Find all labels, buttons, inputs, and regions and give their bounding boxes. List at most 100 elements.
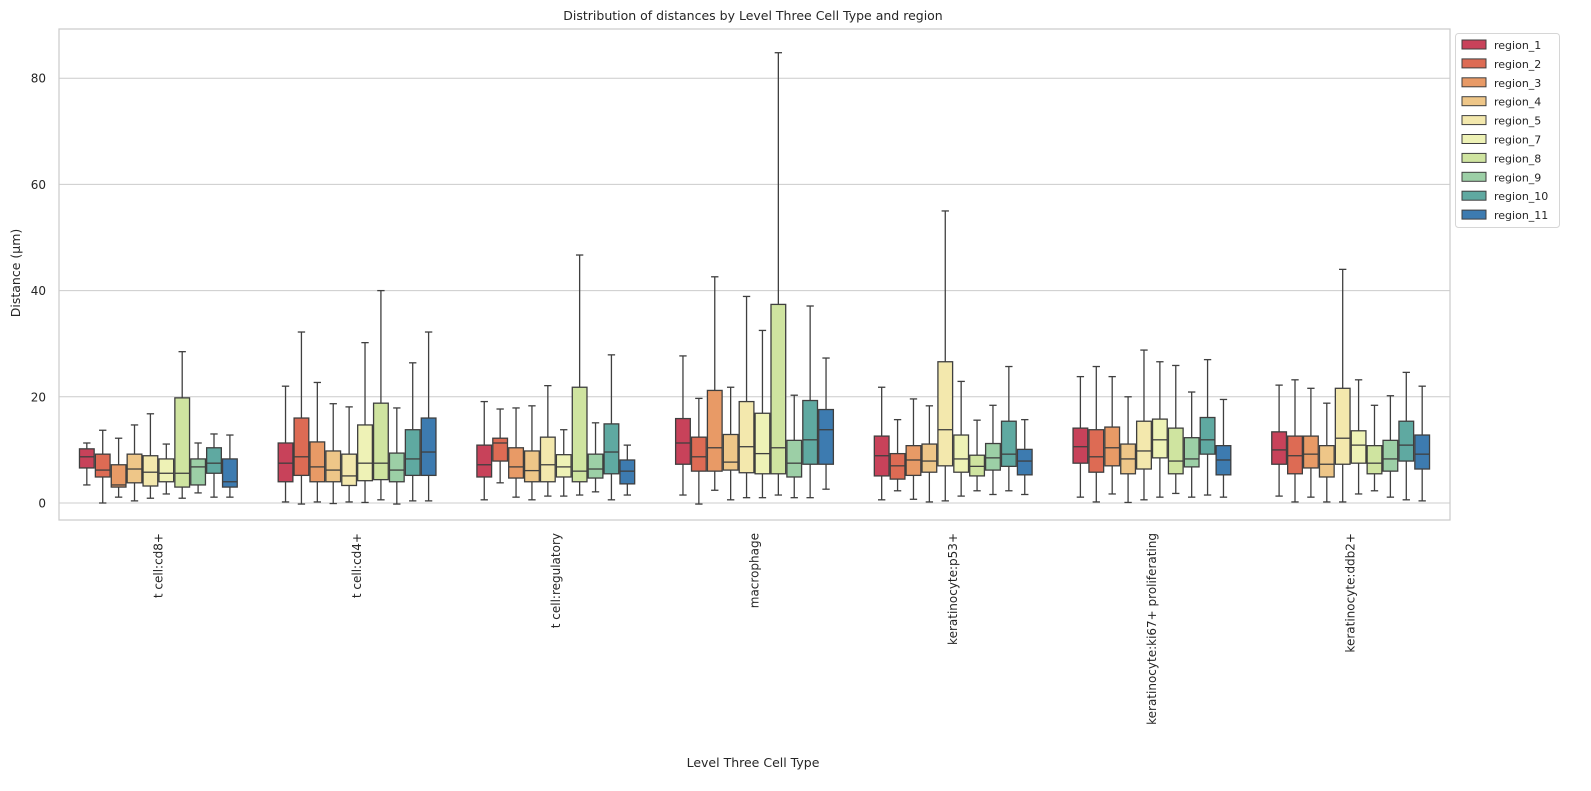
box-group-1 [277, 289, 437, 505]
box-region_2 [293, 331, 310, 505]
iqr-box [388, 452, 405, 483]
box-region_9 [388, 407, 405, 505]
x-tick-label: keratinocyte:p53+ [946, 533, 960, 645]
box-group-2 [476, 254, 636, 501]
iqr-box [1366, 445, 1383, 475]
box-group-3 [674, 52, 835, 505]
box-region_1 [1271, 384, 1288, 497]
box-region_4 [1318, 402, 1335, 503]
box-region_10 [1398, 371, 1415, 501]
box-region_10 [1199, 358, 1216, 496]
box-region_1 [476, 400, 493, 501]
box-region_7 [1350, 379, 1367, 495]
iqr-box [754, 412, 771, 475]
box-region_11 [420, 331, 437, 502]
chart-title: Distribution of distances by Level Three… [563, 8, 942, 23]
legend-label: region_2 [1494, 58, 1541, 71]
legend-swatch [1461, 115, 1487, 126]
legend-item-region_3: region_3 [1461, 77, 1541, 90]
x-axis-label: Level Three Cell Type [687, 755, 820, 770]
legend-item-region_9: region_9 [1461, 171, 1541, 184]
legend-label: region_8 [1494, 152, 1541, 165]
legend: region_1 region_2 region_3 region_4 region_5… [1455, 33, 1560, 228]
iqr-box [293, 417, 310, 477]
legend-label: region_5 [1494, 115, 1541, 128]
iqr-box [1334, 387, 1351, 465]
y-axis-label: Distance (µm) [8, 229, 23, 318]
box-region_1 [873, 386, 890, 501]
x-tick-label: keratinocyte:ddb2+ [1344, 533, 1358, 653]
y-tick-label: 40 [31, 284, 46, 298]
legend-label: region_4 [1494, 96, 1541, 109]
box-region_4 [1120, 396, 1137, 504]
iqr-box [539, 436, 556, 483]
iqr-box [674, 417, 691, 465]
y-tick-label: 0 [38, 497, 46, 511]
box-region_4 [126, 424, 143, 502]
box-region_5 [738, 295, 755, 499]
box-region_1 [1072, 375, 1089, 498]
box-region_4 [921, 405, 938, 503]
box-group-6 [1271, 268, 1431, 503]
iqr-box [1088, 429, 1105, 473]
box-region_11 [1414, 385, 1431, 502]
iqr-box [78, 448, 95, 469]
y-tick-labels: 0 20 40 60 80 [31, 72, 46, 511]
iqr-box [404, 429, 421, 477]
box-region_2 [690, 397, 707, 505]
iqr-box [571, 386, 588, 483]
box-region_1 [277, 385, 294, 503]
plot-area-frame [58, 28, 1451, 521]
legend-swatch [1461, 209, 1487, 220]
box-region_8 [1366, 404, 1383, 492]
iqr-box [341, 453, 358, 487]
box-region_9 [786, 394, 803, 499]
box-region_11 [619, 444, 636, 496]
box-region_10 [404, 362, 421, 502]
iqr-box [492, 437, 509, 462]
iqr-box [325, 450, 342, 483]
iqr-box [587, 453, 604, 479]
box-region_2 [1287, 379, 1304, 503]
box-region_2 [94, 429, 111, 504]
box-region_3 [905, 398, 922, 500]
box-group-4 [873, 210, 1033, 503]
x-tick-label: t cell:cd4+ [350, 533, 364, 598]
box-region_11 [818, 357, 835, 490]
iqr-box [174, 397, 191, 488]
legend-item-region_4: region_4 [1461, 96, 1541, 109]
iqr-box [1016, 448, 1033, 476]
box-group-0 [78, 351, 238, 504]
box-region_11 [1215, 398, 1232, 498]
box-region_1 [674, 355, 691, 496]
box-region_7 [754, 329, 771, 499]
iqr-box [1135, 420, 1152, 470]
iqr-box [1183, 437, 1200, 468]
box-region_10 [1000, 365, 1017, 492]
box-region_8 [174, 351, 191, 499]
iqr-box [476, 444, 493, 478]
legend-label: region_7 [1494, 134, 1541, 147]
iqr-box [555, 454, 572, 478]
box-region_9 [587, 422, 604, 493]
iqr-box [221, 458, 238, 488]
legend-item-region_2: region_2 [1461, 58, 1541, 71]
box-region_5 [142, 413, 159, 499]
iqr-box [357, 424, 374, 482]
box-region_9 [190, 442, 207, 494]
box-region_4 [523, 405, 540, 501]
iqr-box [1000, 420, 1017, 468]
legend-item-region_8: region_8 [1461, 152, 1541, 165]
box-region_5 [1135, 349, 1152, 501]
iqr-box [1151, 418, 1168, 459]
box-region_9 [1382, 395, 1399, 498]
iqr-box [937, 361, 954, 467]
iqr-box [619, 459, 636, 485]
y-gridlines [59, 77, 1450, 504]
legend-swatch [1461, 39, 1487, 50]
iqr-box [770, 303, 787, 475]
box-group-5 [1072, 349, 1232, 504]
x-tick-label: keratinocyte:ki67+ proliferating [1145, 533, 1159, 725]
box-region_9 [984, 404, 1001, 496]
legend-item-region_7: region_7 [1461, 134, 1541, 147]
